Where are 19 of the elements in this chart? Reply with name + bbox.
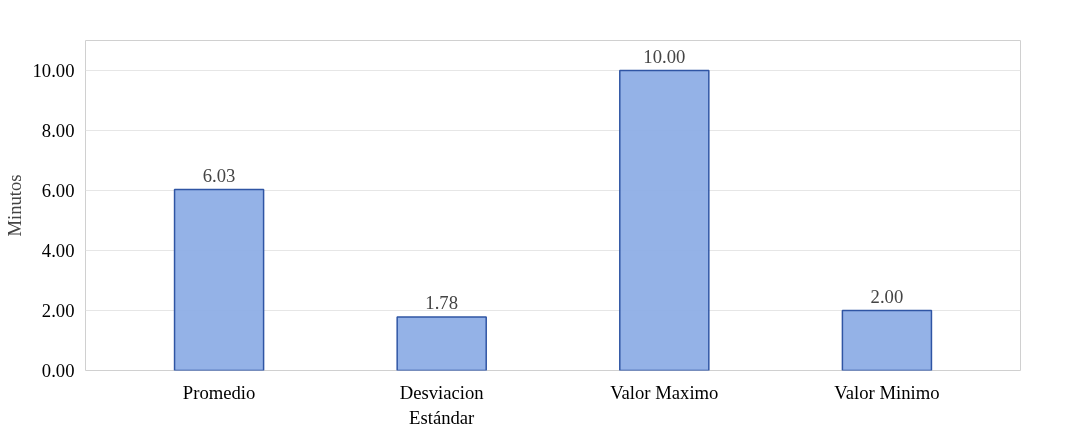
y-tick-label: 4.00 (41, 240, 75, 261)
y-axis-title: Minutos (3, 174, 25, 237)
y-tick-label: 6.00 (41, 180, 75, 201)
bar (841, 309, 933, 371)
x-tick-label: Valor Minimo (834, 381, 940, 403)
data-label: 6.03 (202, 164, 236, 186)
bar (619, 69, 710, 371)
y-tick-label: 10.00 (32, 60, 75, 81)
y-tick-label: 0.00 (41, 360, 75, 381)
y-tick-label: 2.00 (41, 300, 75, 321)
x-tick-label: Promedio (182, 381, 256, 403)
data-label: 10.00 (643, 45, 686, 67)
bar (173, 188, 265, 371)
bar (396, 316, 487, 371)
data-label: 2.00 (870, 285, 904, 307)
x-tick-label: Valor Maximo (610, 381, 719, 403)
y-tick-label: 8.00 (41, 120, 75, 141)
x-tick-label: Desviacion Estándar (399, 381, 485, 428)
data-label: 1.78 (425, 292, 459, 314)
